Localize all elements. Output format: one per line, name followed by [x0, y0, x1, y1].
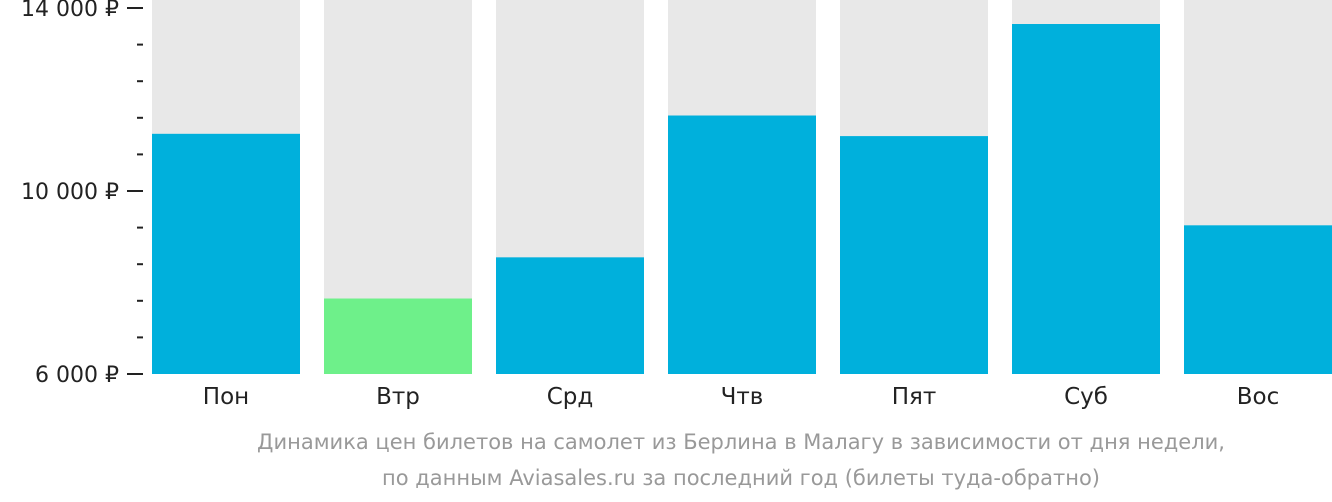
bar-4: [668, 115, 816, 374]
bar-5: [840, 136, 988, 374]
chart-caption-line-2: по данным Aviasales.ru за последний год …: [382, 466, 1100, 490]
x-tick-label: Втр: [376, 384, 420, 410]
y-tick-label: 10 000 ₽: [21, 180, 119, 205]
x-tick-label: Чтв: [721, 384, 764, 410]
x-tick-label: Пят: [892, 384, 937, 410]
x-tick-label: Суб: [1064, 384, 1108, 410]
y-tick-label: 6 000 ₽: [35, 363, 119, 388]
bar-2: [324, 298, 472, 374]
bar-6: [1012, 24, 1160, 374]
x-tick-label: Пон: [203, 384, 249, 410]
y-tick-label: 14 000 ₽: [21, 0, 119, 22]
x-tick-label: Вос: [1237, 384, 1280, 410]
bar-1: [152, 133, 300, 374]
bar-3: [496, 257, 644, 374]
x-tick-label: Срд: [547, 384, 594, 410]
chart-caption-line-1: Динамика цен билетов на самолет из Берли…: [257, 430, 1225, 454]
bar-7: [1184, 225, 1332, 374]
